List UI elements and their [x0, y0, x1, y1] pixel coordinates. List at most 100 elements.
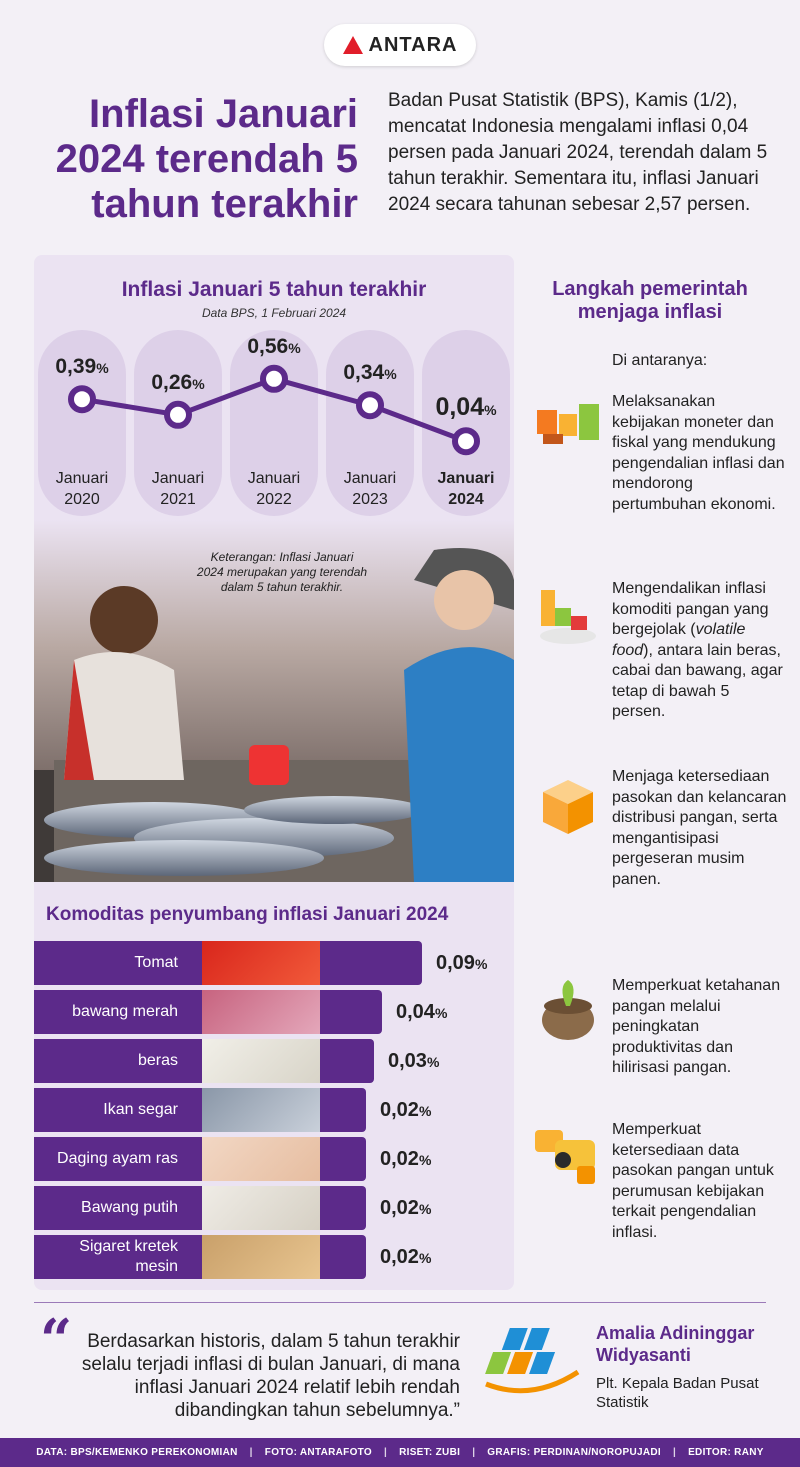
chart-data-label: 0,34% [315, 361, 425, 385]
chart-x-label: Januari 2020 [32, 468, 132, 510]
komoditas-value-unit: % [418, 1250, 432, 1266]
chart-column-bg [38, 330, 126, 516]
chart-column-bg [230, 330, 318, 516]
chart-x-label-month: Januari [55, 470, 109, 487]
chart-data-label-value: 0,34 [343, 361, 385, 385]
chart-column-bg [422, 330, 510, 516]
komoditas-value: 0,02% [380, 1099, 431, 1122]
chart-x-label: Januari 2024 [416, 468, 516, 510]
step-2-text-em: volatile food [612, 621, 746, 659]
chart-data-point [260, 364, 288, 393]
step-2-text-a: Mengendalikan inflasi komoditi pangan ya… [612, 580, 769, 638]
komoditas-value-number: 0,04 [396, 1001, 435, 1023]
chart-x-label: Januari 2022 [224, 468, 324, 510]
antara-logo-text: ANTARA [368, 33, 458, 56]
bps-logo-icon [485, 1328, 580, 1394]
komoditas-value-number: 0,02 [380, 1246, 419, 1268]
komoditas-value: 0,02% [380, 1246, 431, 1269]
person-name: Amalia Adininggar Widyasanti [596, 1323, 755, 1365]
chart-data-point [452, 427, 480, 456]
credit-grafis: GRAFIS: PERDINAN/NOROPUJADI [487, 1447, 661, 1458]
komoditas-value: 0,03% [388, 1050, 439, 1073]
komoditas-photo [202, 1088, 320, 1132]
chart-x-label-month: Januari [247, 470, 301, 487]
komoditas-value-unit: % [418, 1152, 432, 1168]
komoditas-value: 0,02% [380, 1148, 431, 1171]
credit-separator: | [249, 1447, 253, 1458]
komoditas-photo [202, 990, 320, 1034]
chart-data-label-unit: % [484, 402, 497, 419]
chart-x-label-year: 2024 [448, 491, 484, 508]
chart-data-label-value: 0,56 [247, 334, 289, 358]
komoditas-label: beras [137, 1052, 178, 1069]
intro-paragraph: Badan Pusat Statistik (BPS), Kamis (1/2)… [388, 90, 768, 215]
antara-logo: ANTARA [324, 24, 476, 66]
inflation-line-chart [68, 364, 480, 456]
chart-x-label-year: 2022 [256, 491, 292, 508]
komoditas-value-number: 0,02 [380, 1197, 419, 1219]
step-2-text-b: ), antara lain beras, cabai dan bawang, … [612, 641, 783, 721]
step-2-text: Mengendalikan inflasi komoditi pangan ya… [612, 579, 787, 723]
komoditas-label: bawang merah [72, 1003, 178, 1020]
chart-x-label-month: Januari [343, 470, 397, 487]
credit-data: DATA: BPS/KEMENKO PEREKONOMIAN [36, 1447, 238, 1458]
chart-x-label-month: Januari [437, 470, 495, 487]
komoditas-label: Bawang putih [81, 1199, 178, 1216]
credit-separator: | [672, 1447, 677, 1458]
chart-data-label: 0,26% [123, 371, 233, 395]
chart-data-point [68, 385, 96, 414]
komoditas-value-number: 0,02 [380, 1148, 419, 1170]
komoditas-value-unit: % [474, 956, 488, 972]
chart-x-label-year: 2023 [352, 491, 388, 508]
komoditas-label: Ikan segar [103, 1101, 178, 1118]
chart-data-label: 0,04% [411, 393, 521, 422]
photo-caption: Keterangan: Inflasi Januari 2024 merupak… [196, 550, 368, 594]
chart-data-label-unit: % [192, 375, 205, 392]
chart-data-label-value: 0,39 [55, 355, 97, 379]
seedling-pot-icon [542, 980, 594, 1040]
chart-x-label: Januari 2023 [320, 468, 420, 510]
komoditas-photo [202, 941, 320, 985]
komoditas-label: Daging ayam ras [57, 1150, 178, 1167]
person-role: Plt. Kepala Badan Pusat Statistik [596, 1375, 759, 1411]
komoditas-value: 0,09% [436, 952, 487, 975]
credit-separator: | [472, 1447, 476, 1458]
blocks-icon [537, 404, 599, 444]
chart-data-label: 0,39% [27, 355, 137, 379]
steps-title: Langkah pemerintah menjaga inflasi [552, 278, 748, 323]
komoditas-label: Sigaret kretek mesin [79, 1238, 178, 1275]
komoditas-value-number: 0,09 [436, 952, 475, 974]
chart-data-point [164, 400, 192, 429]
komoditas-photo [202, 1235, 320, 1279]
credit-separator: | [383, 1447, 388, 1458]
credits-footer: DATA: BPS/KEMENKO PEREKONOMIAN | FOTO: A… [0, 1438, 800, 1467]
chart-data-label-value: 0,26 [151, 370, 193, 394]
chart-data-label-unit: % [384, 366, 397, 383]
step-1-text: Melaksanakan kebijakan moneter dan fiska… [612, 393, 785, 513]
komoditas-label: Tomat [134, 954, 178, 971]
komoditas-value: 0,04% [396, 1001, 447, 1024]
market-photo-illustration [34, 520, 514, 882]
chart-x-label-year: 2021 [160, 491, 196, 508]
steps-intro: Di antaranya: [612, 352, 708, 369]
komoditas-value-number: 0,03 [388, 1050, 427, 1072]
komoditas-value: 0,02% [380, 1197, 431, 1220]
komoditas-value-unit: % [418, 1103, 432, 1119]
market-photo [34, 520, 514, 882]
page-title: Inflasi Januari 2024 terendah 5 tahun te… [55, 92, 358, 226]
quote-text: Berdasarkan historis, dalam 5 tahun tera… [81, 1331, 460, 1421]
chart-x-label-month: Januari [151, 470, 205, 487]
komoditas-photo [202, 1039, 320, 1083]
credit-riset: RISET: ZUBI [399, 1447, 461, 1458]
chart-data-label: 0,56% [219, 335, 329, 359]
chart-data-point [356, 391, 384, 420]
chart-data-label-unit: % [96, 360, 109, 377]
step-3-text: Menjaga ketersediaan pasokan dan kelanca… [612, 768, 787, 888]
step-4-text: Memperkuat ketahanan pangan melalui peni… [612, 977, 781, 1076]
chart-data-label-unit: % [288, 339, 301, 356]
komoditas-photo [202, 1186, 320, 1230]
komoditas-photo [202, 1137, 320, 1181]
komoditas-value-unit: % [426, 1054, 440, 1070]
quote-mark: “ [40, 1307, 73, 1373]
chart-x-label-year: 2020 [64, 491, 100, 508]
